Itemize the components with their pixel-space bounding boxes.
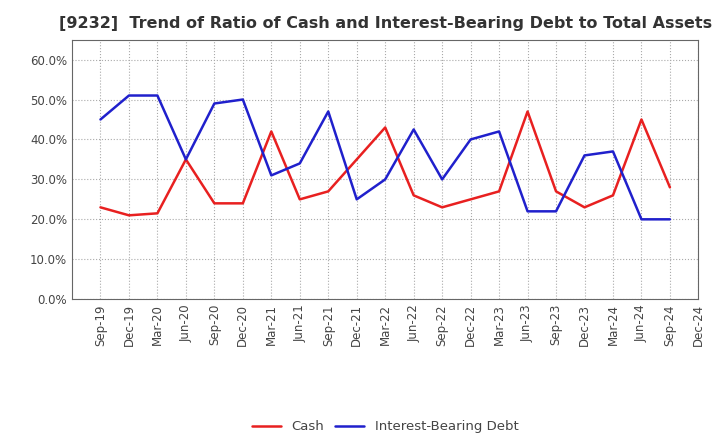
Interest-Bearing Debt	[665, 216, 674, 222]
Interest-Bearing Debt	[523, 209, 532, 214]
Interest-Bearing Debt	[153, 93, 162, 98]
Cash	[96, 205, 105, 210]
Title: [9232]  Trend of Ratio of Cash and Interest-Bearing Debt to Total Assets: [9232] Trend of Ratio of Cash and Intere…	[58, 16, 712, 32]
Interest-Bearing Debt	[580, 153, 589, 158]
Interest-Bearing Debt	[324, 109, 333, 114]
Cash	[324, 189, 333, 194]
Cash	[181, 157, 190, 162]
Cash	[295, 197, 304, 202]
Interest-Bearing Debt	[125, 93, 133, 98]
Legend: Cash, Interest-Bearing Debt: Cash, Interest-Bearing Debt	[247, 415, 523, 438]
Interest-Bearing Debt	[467, 137, 475, 142]
Cash	[495, 189, 503, 194]
Cash	[523, 109, 532, 114]
Cash	[410, 193, 418, 198]
Cash	[267, 129, 276, 134]
Cash	[352, 157, 361, 162]
Cash	[238, 201, 247, 206]
Interest-Bearing Debt	[210, 101, 219, 106]
Cash	[438, 205, 446, 210]
Cash	[665, 185, 674, 190]
Interest-Bearing Debt	[637, 216, 646, 222]
Interest-Bearing Debt	[608, 149, 617, 154]
Cash	[608, 193, 617, 198]
Cash	[552, 189, 560, 194]
Line: Cash: Cash	[101, 111, 670, 215]
Cash	[210, 201, 219, 206]
Interest-Bearing Debt	[295, 161, 304, 166]
Cash	[467, 197, 475, 202]
Cash	[580, 205, 589, 210]
Interest-Bearing Debt	[238, 97, 247, 102]
Line: Interest-Bearing Debt: Interest-Bearing Debt	[101, 95, 670, 219]
Interest-Bearing Debt	[96, 117, 105, 122]
Interest-Bearing Debt	[438, 177, 446, 182]
Interest-Bearing Debt	[181, 157, 190, 162]
Interest-Bearing Debt	[410, 127, 418, 132]
Cash	[637, 117, 646, 122]
Interest-Bearing Debt	[495, 129, 503, 134]
Cash	[125, 213, 133, 218]
Cash	[381, 125, 390, 130]
Interest-Bearing Debt	[381, 177, 390, 182]
Cash	[153, 211, 162, 216]
Interest-Bearing Debt	[552, 209, 560, 214]
Interest-Bearing Debt	[267, 173, 276, 178]
Interest-Bearing Debt	[352, 197, 361, 202]
